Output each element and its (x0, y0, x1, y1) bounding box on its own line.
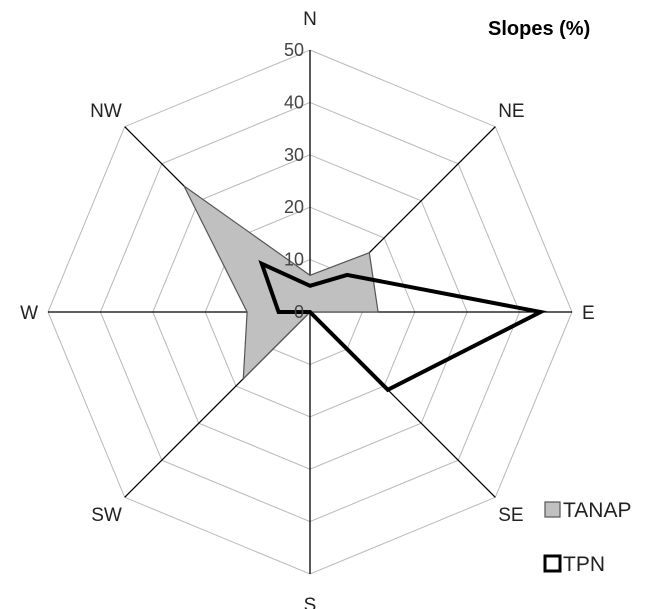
axis-label-s: S (304, 595, 317, 609)
tick-label: 50 (284, 40, 304, 60)
legend-swatch-tanap (544, 501, 561, 518)
tick-label: 30 (284, 145, 304, 165)
legend: TANAP TPN (543, 499, 631, 576)
axis-label-ne: NE (498, 101, 524, 122)
series-tanap (183, 185, 379, 381)
axis-label-n: N (303, 9, 317, 30)
legend-swatch-tpn (543, 554, 562, 573)
axis-label-e: E (582, 303, 595, 324)
series-layer (183, 185, 547, 393)
chart-title: Slopes (%) (488, 18, 590, 40)
axis-labels: N NE E SE S SW W NW (20, 9, 595, 609)
tick-label: 10 (284, 250, 304, 270)
tick-label: 0 (294, 302, 304, 322)
axis-label-w: W (20, 303, 38, 324)
axis-label-nw: NW (90, 101, 122, 122)
legend-label-tpn: TPN (563, 553, 605, 576)
tick-label: 20 (284, 197, 304, 217)
tick-label: 40 (284, 92, 304, 112)
axis-label-se: SE (498, 505, 523, 526)
tick-labels: 0 10 20 30 40 50 (284, 40, 304, 322)
legend-label-tanap: TANAP (563, 499, 631, 522)
axis-label-sw: SW (91, 505, 122, 526)
series-tpn (258, 260, 547, 393)
